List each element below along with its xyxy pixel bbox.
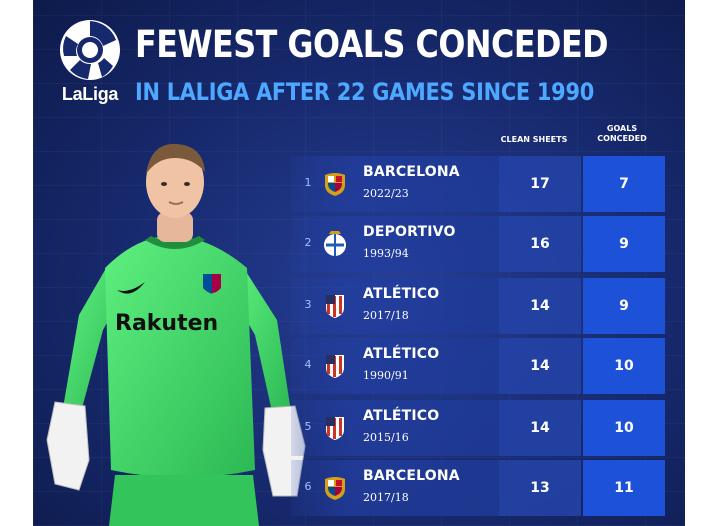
row-rank: 2: [304, 236, 312, 249]
deportivo-crest-icon: [324, 231, 346, 256]
laliga-logo-text: LaLiga: [61, 84, 119, 104]
row-clean-sheets: 17: [499, 156, 581, 212]
row-background: [291, 400, 499, 456]
table-row: 6 BARCELONA 2017/18 13 11: [291, 460, 665, 516]
table-row: 2 DEPORTIVO 1993/94 16 9: [291, 216, 665, 272]
row-background: [291, 338, 499, 394]
atletico-crest-icon: [326, 355, 344, 378]
row-team: DEPORTIVO: [363, 224, 456, 240]
row-rank: 4: [304, 358, 312, 371]
row-rank: 3: [304, 298, 312, 311]
table-row: 3 ATLÉTICO 2017/18 14 9: [291, 278, 665, 334]
row-rank: 6: [304, 480, 312, 493]
row-season: 2022/23: [363, 187, 409, 200]
row-season: 2017/18: [363, 309, 409, 322]
row-clean-sheets: 16: [499, 216, 581, 272]
laliga-ball-icon: [60, 20, 120, 80]
row-clean-sheets: 14: [499, 278, 581, 334]
row-clean-sheets: 14: [499, 338, 581, 394]
laliga-logo: LaLiga: [55, 18, 125, 110]
column-header-goals-line2: CONCEDED: [597, 133, 647, 143]
table-row: 5 ATLÉTICO 2015/16 14 10: [291, 400, 665, 456]
row-season: 1993/94: [363, 247, 409, 260]
row-goals-conceded: 11: [583, 460, 665, 516]
atletico-crest-icon: [326, 417, 344, 440]
row-background: [291, 278, 499, 334]
row-season: 1990/91: [363, 369, 409, 382]
row-team: ATLÉTICO: [363, 286, 440, 302]
row-clean-sheets: 13: [499, 460, 581, 516]
goalkeeper-photo: Rakuten: [46, 143, 306, 526]
column-header-goals-conceded: GOALS CONCEDED: [581, 124, 663, 143]
row-season: 2015/16: [363, 431, 409, 444]
row-goals-conceded: 9: [583, 216, 665, 272]
atletico-crest-icon: [326, 295, 344, 318]
row-team: ATLÉTICO: [363, 346, 440, 362]
row-goals-conceded: 10: [583, 400, 665, 456]
sponsor-text: Rakuten: [115, 311, 218, 336]
row-goals-conceded: 9: [583, 278, 665, 334]
row-goals-conceded: 7: [583, 156, 665, 212]
barcelona-crest-icon: [325, 173, 345, 196]
row-rank: 5: [304, 420, 312, 433]
page-subtitle: IN LALIGA AFTER 22 GAMES SINCE 1990: [135, 78, 594, 106]
barcelona-crest-icon: [325, 477, 345, 500]
row-team: ATLÉTICO: [363, 408, 440, 424]
row-team: BARCELONA: [363, 164, 460, 180]
infographic-card: LaLiga FEWEST GOALS CONCEDED IN LALIGA A…: [33, 0, 685, 526]
row-rank: 1: [304, 176, 312, 189]
table-row: 4 ATLÉTICO 1990/91 14 10: [291, 338, 665, 394]
column-header-clean-sheets: CLEAN SHEETS: [500, 135, 568, 144]
page-title: FEWEST GOALS CONCEDED: [135, 23, 609, 66]
table-row: 1 BARCELONA 2022/23 17 7: [291, 156, 665, 212]
row-season: 2017/18: [363, 491, 409, 504]
row-team: BARCELONA: [363, 468, 460, 484]
column-header-goals-line1: GOALS: [606, 124, 638, 133]
row-clean-sheets: 14: [499, 400, 581, 456]
row-goals-conceded: 10: [583, 338, 665, 394]
